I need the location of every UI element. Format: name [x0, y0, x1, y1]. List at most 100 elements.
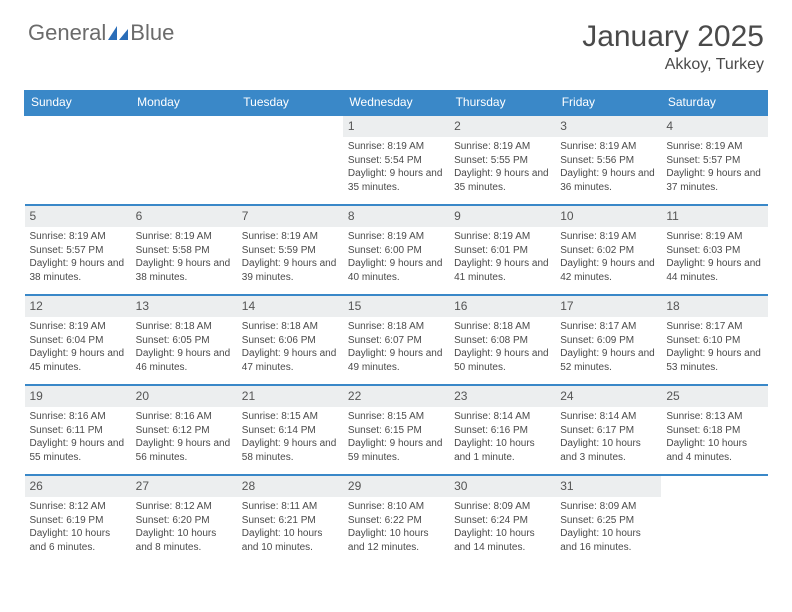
daylight-line: Daylight: 9 hours and 56 minutes. [136, 437, 232, 464]
calendar-cell [131, 115, 237, 205]
calendar-cell: 11Sunrise: 8:19 AMSunset: 6:03 PMDayligh… [661, 205, 767, 295]
calendar-cell: 29Sunrise: 8:10 AMSunset: 6:22 PMDayligh… [343, 475, 449, 565]
calendar-cell: 15Sunrise: 8:18 AMSunset: 6:07 PMDayligh… [343, 295, 449, 385]
brand-word1: General [28, 20, 106, 46]
daylight-line: Daylight: 9 hours and 53 minutes. [666, 347, 762, 374]
daylight-line: Daylight: 9 hours and 44 minutes. [666, 257, 762, 284]
calendar-cell: 12Sunrise: 8:19 AMSunset: 6:04 PMDayligh… [25, 295, 131, 385]
sunset-line: Sunset: 6:12 PM [136, 424, 232, 438]
calendar-week-row: 12Sunrise: 8:19 AMSunset: 6:04 PMDayligh… [25, 295, 768, 385]
sunset-line: Sunset: 6:16 PM [454, 424, 550, 438]
weekday-header: Wednesday [343, 90, 449, 115]
sunrise-line: Sunrise: 8:19 AM [348, 230, 444, 244]
sunset-line: Sunset: 6:01 PM [454, 244, 550, 258]
day-number: 7 [237, 206, 343, 227]
day-details: Sunrise: 8:15 AMSunset: 6:15 PMDaylight:… [343, 407, 449, 468]
sunrise-line: Sunrise: 8:18 AM [454, 320, 550, 334]
sunset-line: Sunset: 6:02 PM [560, 244, 656, 258]
day-number: 10 [555, 206, 661, 227]
day-details: Sunrise: 8:19 AMSunset: 6:03 PMDaylight:… [661, 227, 767, 288]
day-details: Sunrise: 8:16 AMSunset: 6:12 PMDaylight:… [131, 407, 237, 468]
weekday-header: Saturday [661, 90, 767, 115]
sunrise-line: Sunrise: 8:18 AM [136, 320, 232, 334]
sunset-line: Sunset: 6:17 PM [560, 424, 656, 438]
daylight-line: Daylight: 9 hours and 36 minutes. [560, 167, 656, 194]
day-number: 2 [449, 116, 555, 137]
day-details: Sunrise: 8:18 AMSunset: 6:05 PMDaylight:… [131, 317, 237, 378]
daylight-line: Daylight: 9 hours and 38 minutes. [136, 257, 232, 284]
empty-day [25, 116, 131, 137]
daylight-line: Daylight: 9 hours and 40 minutes. [348, 257, 444, 284]
sunrise-line: Sunrise: 8:09 AM [454, 500, 550, 514]
daylight-line: Daylight: 9 hours and 35 minutes. [348, 167, 444, 194]
day-details: Sunrise: 8:19 AMSunset: 5:59 PMDaylight:… [237, 227, 343, 288]
weekday-header: Sunday [25, 90, 131, 115]
calendar-cell: 20Sunrise: 8:16 AMSunset: 6:12 PMDayligh… [131, 385, 237, 475]
day-number: 23 [449, 386, 555, 407]
daylight-line: Daylight: 9 hours and 49 minutes. [348, 347, 444, 374]
calendar-cell [25, 115, 131, 205]
day-details: Sunrise: 8:18 AMSunset: 6:06 PMDaylight:… [237, 317, 343, 378]
sail-icon [108, 26, 128, 40]
sunset-line: Sunset: 6:20 PM [136, 514, 232, 528]
sunset-line: Sunset: 6:08 PM [454, 334, 550, 348]
calendar-cell: 22Sunrise: 8:15 AMSunset: 6:15 PMDayligh… [343, 385, 449, 475]
daylight-line: Daylight: 9 hours and 35 minutes. [454, 167, 550, 194]
day-details: Sunrise: 8:14 AMSunset: 6:16 PMDaylight:… [449, 407, 555, 468]
daylight-line: Daylight: 10 hours and 3 minutes. [560, 437, 656, 464]
calendar-week-row: 19Sunrise: 8:16 AMSunset: 6:11 PMDayligh… [25, 385, 768, 475]
sunrise-line: Sunrise: 8:10 AM [348, 500, 444, 514]
sunrise-line: Sunrise: 8:19 AM [454, 140, 550, 154]
daylight-line: Daylight: 10 hours and 4 minutes. [666, 437, 762, 464]
day-number: 24 [555, 386, 661, 407]
calendar-cell: 28Sunrise: 8:11 AMSunset: 6:21 PMDayligh… [237, 475, 343, 565]
sunset-line: Sunset: 6:21 PM [242, 514, 338, 528]
sunset-line: Sunset: 5:57 PM [30, 244, 126, 258]
day-details: Sunrise: 8:09 AMSunset: 6:25 PMDaylight:… [555, 497, 661, 558]
day-number: 12 [25, 296, 131, 317]
daylight-line: Daylight: 9 hours and 38 minutes. [30, 257, 126, 284]
daylight-line: Daylight: 10 hours and 1 minute. [454, 437, 550, 464]
day-number: 29 [343, 476, 449, 497]
daylight-line: Daylight: 9 hours and 42 minutes. [560, 257, 656, 284]
day-details: Sunrise: 8:10 AMSunset: 6:22 PMDaylight:… [343, 497, 449, 558]
calendar-cell: 16Sunrise: 8:18 AMSunset: 6:08 PMDayligh… [449, 295, 555, 385]
day-number: 8 [343, 206, 449, 227]
sunrise-line: Sunrise: 8:16 AM [30, 410, 126, 424]
calendar-week-row: 5Sunrise: 8:19 AMSunset: 5:57 PMDaylight… [25, 205, 768, 295]
day-number: 20 [131, 386, 237, 407]
calendar-cell: 30Sunrise: 8:09 AMSunset: 6:24 PMDayligh… [449, 475, 555, 565]
daylight-line: Daylight: 10 hours and 10 minutes. [242, 527, 338, 554]
sunrise-line: Sunrise: 8:19 AM [30, 230, 126, 244]
day-details: Sunrise: 8:14 AMSunset: 6:17 PMDaylight:… [555, 407, 661, 468]
month-title: January 2025 [582, 20, 764, 54]
sunrise-line: Sunrise: 8:14 AM [560, 410, 656, 424]
sunset-line: Sunset: 6:14 PM [242, 424, 338, 438]
sunset-line: Sunset: 6:00 PM [348, 244, 444, 258]
daylight-line: Daylight: 9 hours and 50 minutes. [454, 347, 550, 374]
calendar-cell: 10Sunrise: 8:19 AMSunset: 6:02 PMDayligh… [555, 205, 661, 295]
sunset-line: Sunset: 6:22 PM [348, 514, 444, 528]
calendar-cell: 23Sunrise: 8:14 AMSunset: 6:16 PMDayligh… [449, 385, 555, 475]
location-text: Akkoy, Turkey [582, 56, 764, 74]
daylight-line: Daylight: 10 hours and 8 minutes. [136, 527, 232, 554]
page-header: General Blue January 2025 Akkoy, Turkey [0, 0, 792, 82]
daylight-line: Daylight: 10 hours and 12 minutes. [348, 527, 444, 554]
day-details: Sunrise: 8:09 AMSunset: 6:24 PMDaylight:… [449, 497, 555, 558]
daylight-line: Daylight: 9 hours and 45 minutes. [30, 347, 126, 374]
sunset-line: Sunset: 6:04 PM [30, 334, 126, 348]
sunrise-line: Sunrise: 8:19 AM [666, 140, 762, 154]
weekday-header: Thursday [449, 90, 555, 115]
sunrise-line: Sunrise: 8:14 AM [454, 410, 550, 424]
daylight-line: Daylight: 9 hours and 46 minutes. [136, 347, 232, 374]
sunset-line: Sunset: 5:54 PM [348, 154, 444, 168]
day-number: 3 [555, 116, 661, 137]
day-details: Sunrise: 8:19 AMSunset: 5:54 PMDaylight:… [343, 137, 449, 198]
day-details: Sunrise: 8:12 AMSunset: 6:19 PMDaylight:… [25, 497, 131, 558]
day-details: Sunrise: 8:19 AMSunset: 6:00 PMDaylight:… [343, 227, 449, 288]
daylight-line: Daylight: 10 hours and 16 minutes. [560, 527, 656, 554]
calendar-cell [237, 115, 343, 205]
sunset-line: Sunset: 6:06 PM [242, 334, 338, 348]
day-details: Sunrise: 8:13 AMSunset: 6:18 PMDaylight:… [661, 407, 767, 468]
day-details: Sunrise: 8:12 AMSunset: 6:20 PMDaylight:… [131, 497, 237, 558]
